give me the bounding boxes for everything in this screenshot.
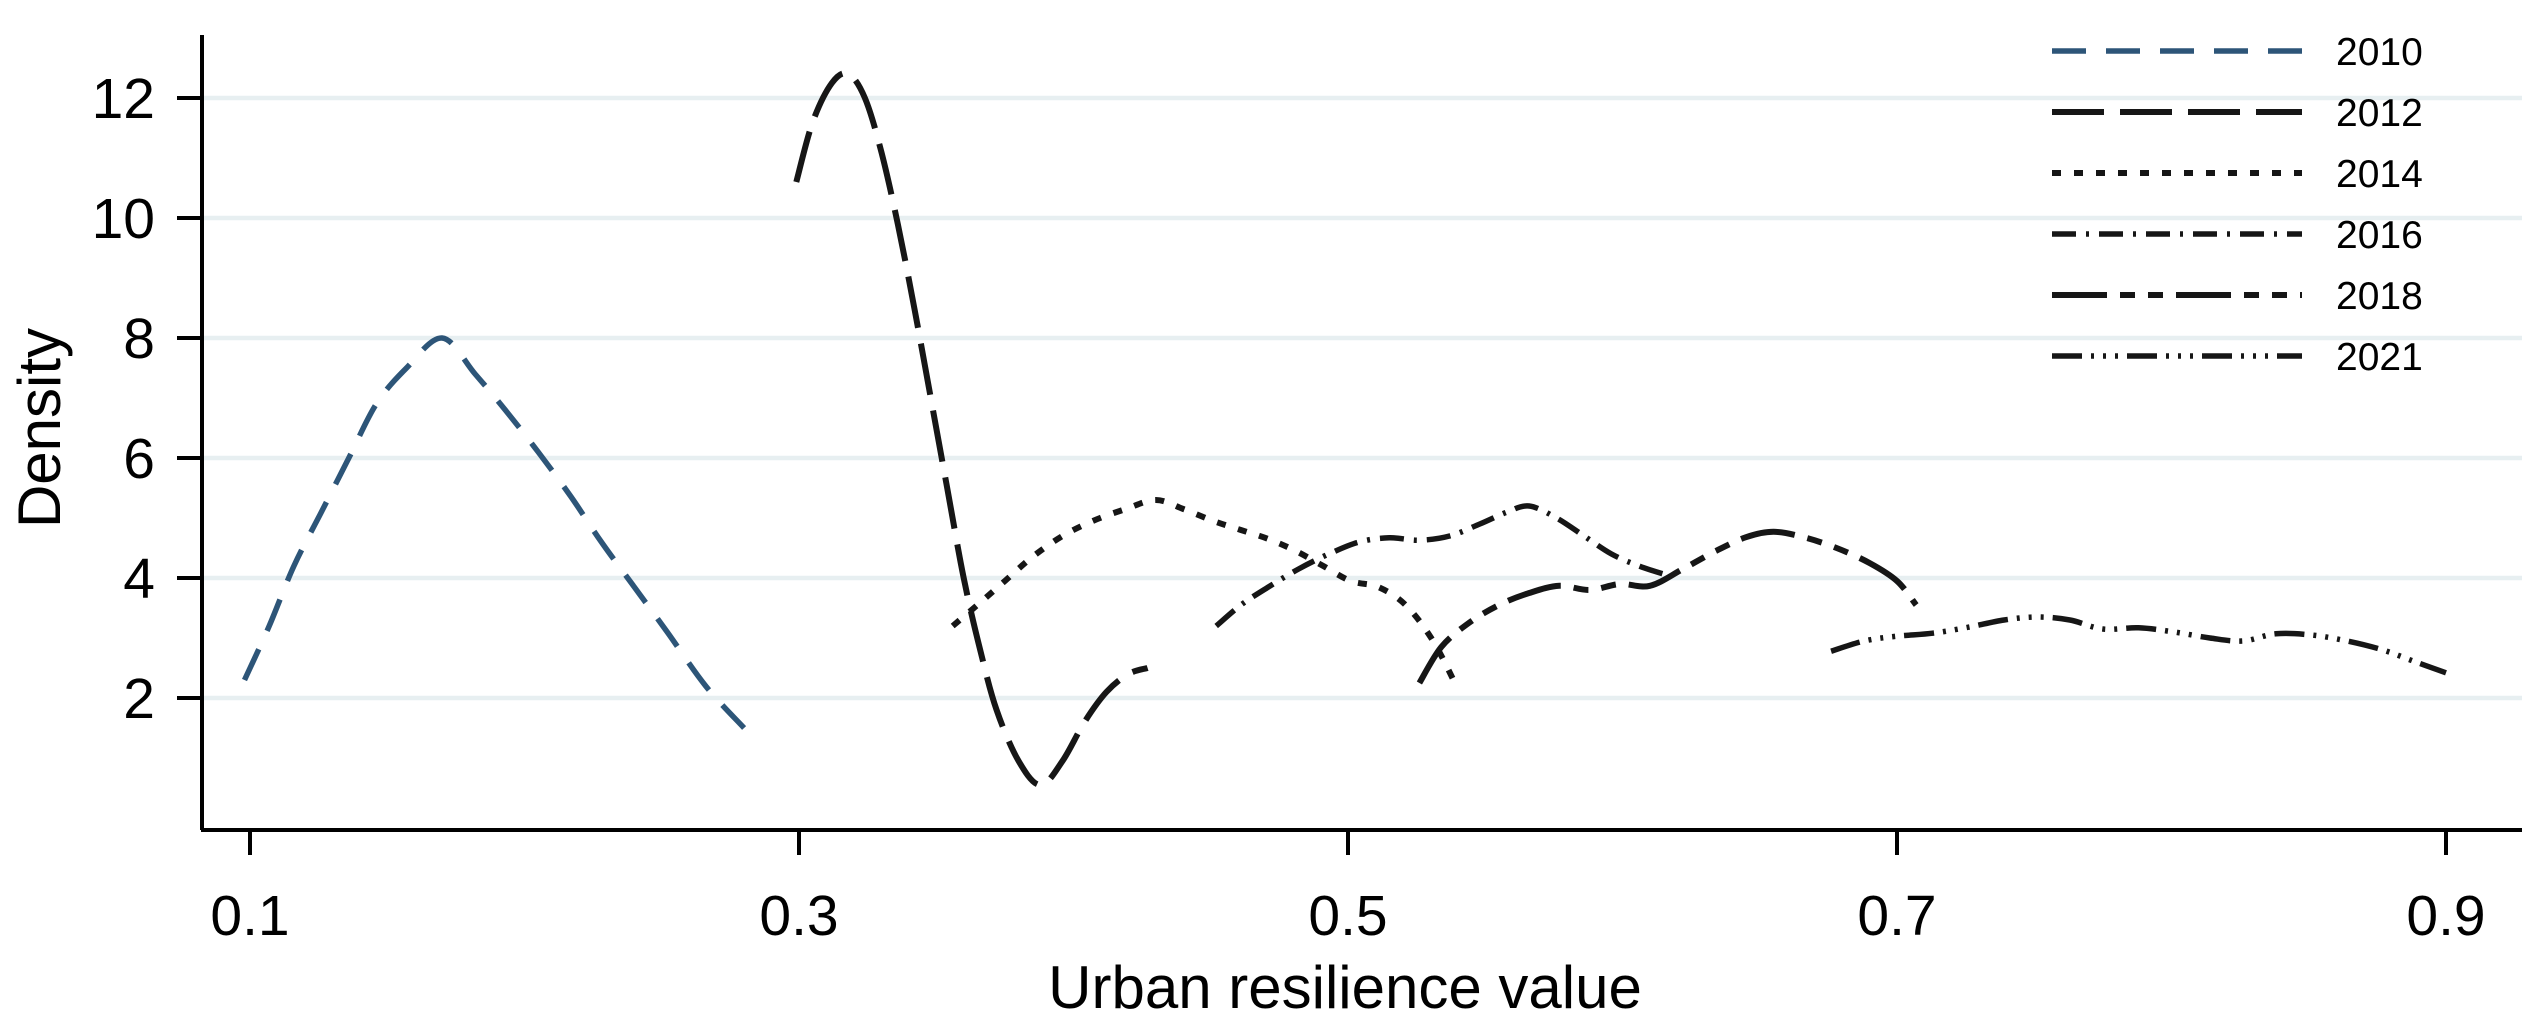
curve-2010 bbox=[241, 335, 747, 730]
gridlines bbox=[204, 95, 2522, 701]
x-tick-label-0.3: 0.3 bbox=[759, 884, 838, 948]
legend-label-2016: 2016 bbox=[2336, 214, 2423, 257]
y-tick-label-2: 2 bbox=[123, 667, 155, 731]
y-tick-label-6: 6 bbox=[123, 427, 155, 491]
legend-entry-2012: 2012 bbox=[2052, 92, 2423, 135]
legend: 2010 2012 2014 2016 2018 2021 bbox=[2052, 31, 2423, 379]
axis-labels: Density Urban resilience value bbox=[6, 328, 1642, 1021]
legend-entry-2010: 2010 bbox=[2052, 31, 2423, 74]
curve-2021 bbox=[1830, 614, 2447, 676]
curve-2012 bbox=[793, 70, 1149, 789]
legend-label-2021: 2021 bbox=[2336, 336, 2423, 379]
legend-label-2018: 2018 bbox=[2336, 275, 2423, 318]
curve-2014 bbox=[950, 496, 1461, 691]
curve-2018 bbox=[1416, 528, 1919, 685]
x-axis-title: Urban resilience value bbox=[1048, 954, 1642, 1021]
curve-2016 bbox=[1214, 503, 1668, 629]
y-axis-title: Density bbox=[6, 328, 73, 528]
x-tick-label-0.9: 0.9 bbox=[2406, 884, 2485, 948]
x-tick-label-0.1: 0.1 bbox=[210, 884, 289, 948]
legend-entry-2016: 2016 bbox=[2052, 214, 2423, 257]
density-curves bbox=[241, 70, 2447, 789]
y-tick-label-4: 4 bbox=[123, 547, 155, 611]
axes: 2 4 6 8 10 12 0.1 0.3 0.5 0.7 0.9 bbox=[92, 35, 2522, 948]
legend-entry-2018: 2018 bbox=[2052, 275, 2423, 318]
legend-entry-2021: 2021 bbox=[2052, 336, 2423, 379]
legend-label-2014: 2014 bbox=[2336, 153, 2423, 196]
y-tick-label-10: 10 bbox=[92, 187, 155, 251]
legend-label-2012: 2012 bbox=[2336, 92, 2423, 135]
y-tick-label-12: 12 bbox=[92, 67, 155, 131]
x-tick-label-0.5: 0.5 bbox=[1308, 884, 1387, 948]
legend-label-2010: 2010 bbox=[2336, 31, 2423, 74]
legend-entry-2014: 2014 bbox=[2052, 153, 2423, 196]
y-tick-label-8: 8 bbox=[123, 307, 155, 371]
x-tick-label-0.7: 0.7 bbox=[1857, 884, 1936, 948]
